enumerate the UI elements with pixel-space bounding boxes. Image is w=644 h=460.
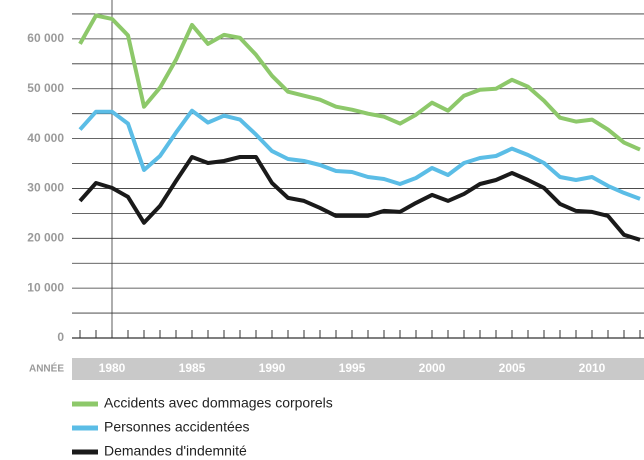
- y-tick-label: 20 000: [27, 230, 64, 244]
- y-tick-label: 40 000: [27, 131, 64, 145]
- y-tick-label: 60 000: [27, 31, 64, 45]
- x-tick-label: 2010: [579, 361, 606, 375]
- x-tick-label: 1985: [179, 361, 206, 375]
- x-tick-label: 1995: [339, 361, 366, 375]
- x-axis-band: [0, 358, 644, 380]
- y-tick-label: 50 000: [27, 81, 64, 95]
- x-tick-label: 2005: [499, 361, 526, 375]
- x-axis-label-bg: [0, 358, 72, 380]
- series-line: [78, 155, 641, 242]
- x-tick-label: 1980: [99, 361, 126, 375]
- series-line: [78, 108, 641, 201]
- x-axis-label: ANNÉE: [29, 362, 64, 375]
- x-tick-label: 2000: [419, 361, 446, 375]
- legend-label: Demandes d'indemnité: [104, 443, 247, 459]
- x-tick-label: 1990: [259, 361, 286, 375]
- y-tick-label: 30 000: [27, 181, 64, 195]
- y-tick-label: 10 000: [27, 280, 64, 294]
- legend-label: Personnes accidentées: [104, 419, 250, 435]
- y-tick-label: 0: [57, 330, 64, 344]
- legend-label: Accidents avec dommages corporels: [104, 395, 333, 411]
- series-line: [78, 13, 641, 152]
